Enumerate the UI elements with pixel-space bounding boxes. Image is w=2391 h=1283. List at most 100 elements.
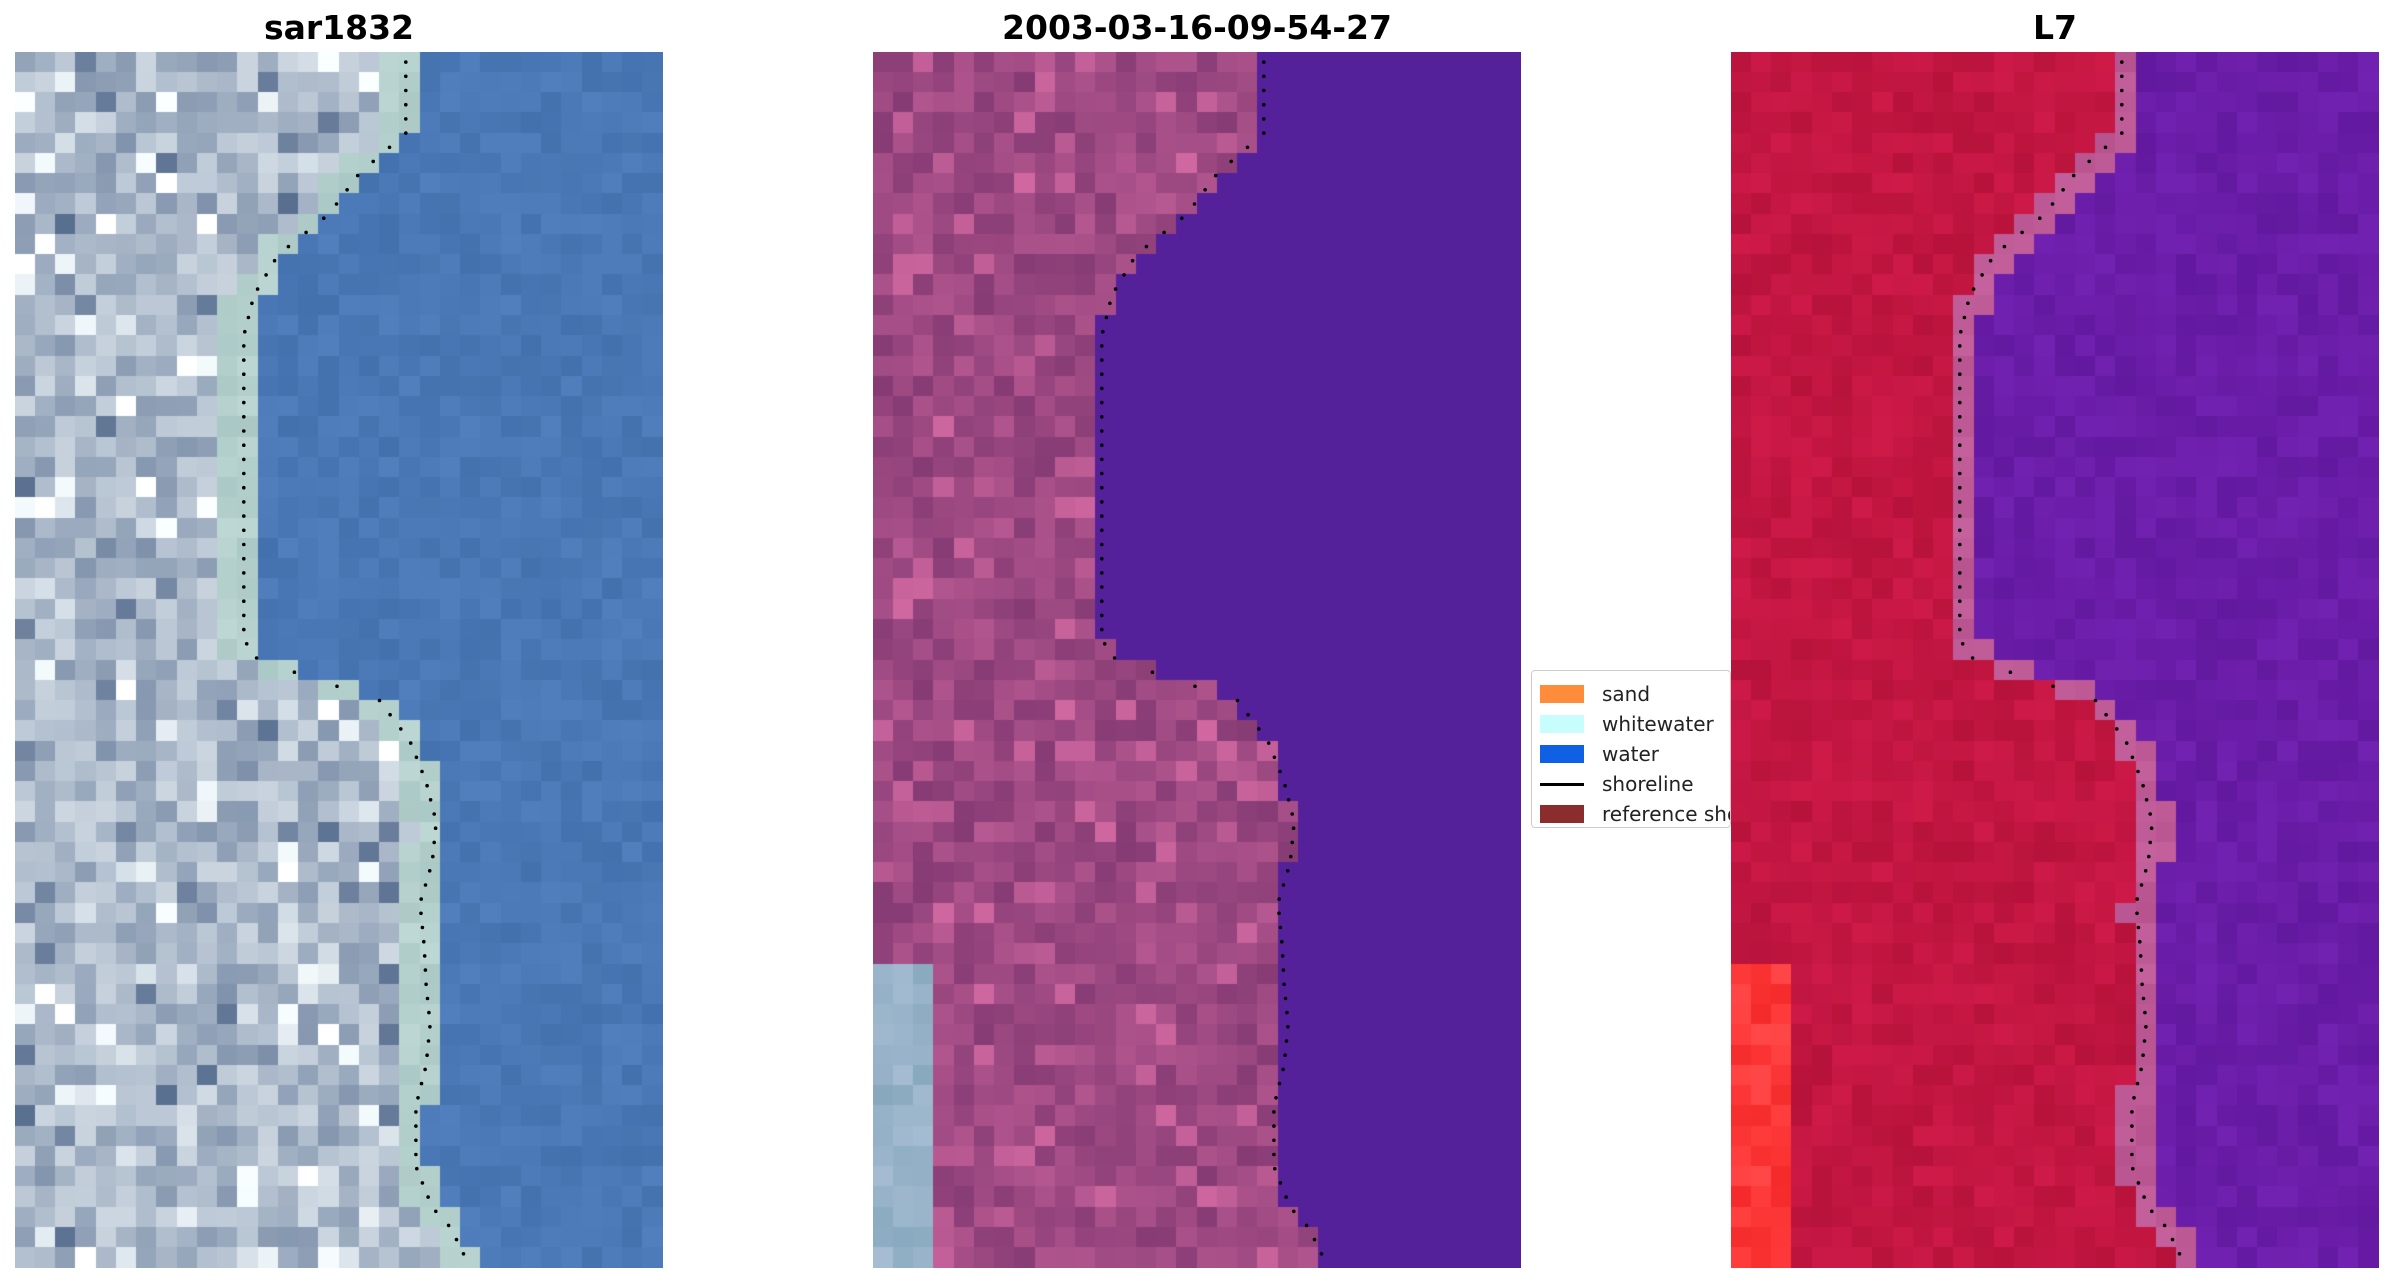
shoreline-point — [272, 258, 277, 263]
shoreline-point — [426, 1039, 431, 1043]
shoreline-point — [2008, 670, 2013, 674]
shoreline-point — [1958, 457, 1962, 462]
shoreline-point — [1286, 798, 1291, 802]
shoreline-point — [1284, 1039, 1289, 1043]
shoreline-point — [1960, 642, 1965, 646]
shoreline-point — [334, 202, 339, 206]
panel-title-rgb: sar1832 — [263, 8, 415, 47]
shoreline-point — [2130, 1124, 2134, 1128]
shoreline-point — [2115, 727, 2119, 731]
shoreline-point — [1100, 372, 1104, 377]
shoreline-point — [2120, 131, 2124, 135]
shoreline-point — [304, 230, 308, 235]
panel-title-index: L7 — [2033, 8, 2077, 47]
shoreline-point — [1958, 344, 1962, 348]
shoreline-point — [2130, 1138, 2134, 1143]
shoreline-point — [387, 145, 392, 150]
shoreline-point — [2144, 798, 2149, 802]
shoreline-point — [1213, 173, 1218, 178]
shoreline-point — [2139, 968, 2144, 972]
shoreline-point — [425, 783, 429, 788]
shoreline-point — [446, 1223, 451, 1228]
shoreline-point — [1122, 273, 1126, 277]
shoreline-point — [1130, 258, 1135, 263]
shoreline-point — [1281, 968, 1286, 972]
shoreline-point — [242, 386, 246, 391]
shoreline-point — [1100, 585, 1104, 589]
shoreline-point — [2135, 911, 2139, 916]
shoreline-point — [1281, 1067, 1285, 1072]
shoreline-point — [1235, 698, 1240, 703]
shoreline-point — [335, 684, 339, 689]
shoreline-point — [250, 301, 254, 306]
shoreline-point — [454, 1237, 459, 1242]
shoreline-point — [414, 1110, 418, 1114]
shoreline-point — [1100, 599, 1104, 603]
shoreline-point — [2162, 1223, 2167, 1228]
shoreline-point — [1102, 642, 1107, 646]
legend-swatch-sand — [1540, 685, 1584, 703]
shoreline-point — [1272, 1110, 1276, 1114]
shoreline-point — [242, 627, 246, 632]
shoreline-point — [242, 358, 246, 362]
shoreline-point — [428, 1025, 432, 1029]
shoreline-point — [1283, 996, 1288, 1001]
legend-item-sand: sand — [1540, 679, 1650, 709]
shoreline-point — [2138, 954, 2143, 958]
shoreline-point — [1100, 627, 1104, 632]
shoreline-point — [2144, 1025, 2148, 1029]
shoreline-point — [2002, 244, 2007, 249]
shoreline-point — [415, 1166, 419, 1171]
legend-swatch-reference-shoreline — [1540, 805, 1584, 823]
panel-title-classified: 2003-03-16-09-54-27 — [1002, 8, 1392, 47]
shoreline-point — [2103, 145, 2108, 150]
shoreline-point — [2135, 897, 2139, 901]
shoreline-point — [242, 585, 246, 589]
shoreline-point — [2136, 769, 2140, 774]
shoreline-point — [2130, 755, 2135, 760]
shoreline-point — [2142, 1039, 2147, 1043]
shoreline-point — [2139, 1067, 2143, 1072]
shoreline-point — [1100, 514, 1104, 518]
shoreline-point — [1100, 400, 1104, 405]
shoreline-point — [242, 599, 246, 603]
shoreline-point — [1100, 358, 1104, 362]
legend-label: whitewater — [1602, 712, 1714, 736]
shoreline-point — [2132, 1096, 2136, 1100]
shoreline-point — [1272, 1124, 1276, 1128]
shoreline-point — [431, 854, 435, 859]
shoreline-point — [425, 1053, 429, 1057]
shoreline-point — [420, 1181, 425, 1185]
shoreline-point — [1291, 826, 1296, 830]
shoreline-point — [404, 102, 408, 107]
shoreline-point — [414, 1124, 418, 1128]
shoreline-point — [2120, 74, 2124, 79]
shoreline-point — [2120, 88, 2124, 93]
shoreline-point — [377, 698, 382, 703]
shoreline-point — [246, 315, 251, 320]
shoreline-point — [1108, 301, 1112, 306]
shoreline-point — [2071, 173, 2076, 178]
shoreline-point — [414, 1152, 418, 1157]
shoreline-point — [242, 344, 246, 348]
shoreline-point — [1277, 1081, 1282, 1086]
shoreline-point — [2120, 117, 2124, 121]
shoreline-point — [1180, 216, 1184, 220]
shoreline-point — [264, 273, 268, 277]
shoreline-point — [1958, 386, 1962, 391]
shoreline-point — [242, 471, 246, 476]
shoreline-point — [2093, 698, 2098, 703]
shoreline-point — [1100, 443, 1104, 448]
shoreline-point — [242, 372, 246, 377]
shoreline-point — [2104, 712, 2108, 717]
shoreline-point — [1980, 273, 1984, 277]
shoreline-point — [419, 911, 423, 916]
shoreline-point — [1958, 415, 1962, 419]
legend-label: sand — [1602, 682, 1651, 706]
shoreline-point — [2136, 925, 2141, 930]
shoreline-point — [2148, 812, 2152, 816]
legend-item-water: water — [1540, 739, 1659, 769]
legend: sand whitewater water shoreline referenc… — [1531, 670, 1731, 828]
shoreline-point — [1959, 329, 1963, 334]
shoreline-point — [1100, 386, 1104, 391]
